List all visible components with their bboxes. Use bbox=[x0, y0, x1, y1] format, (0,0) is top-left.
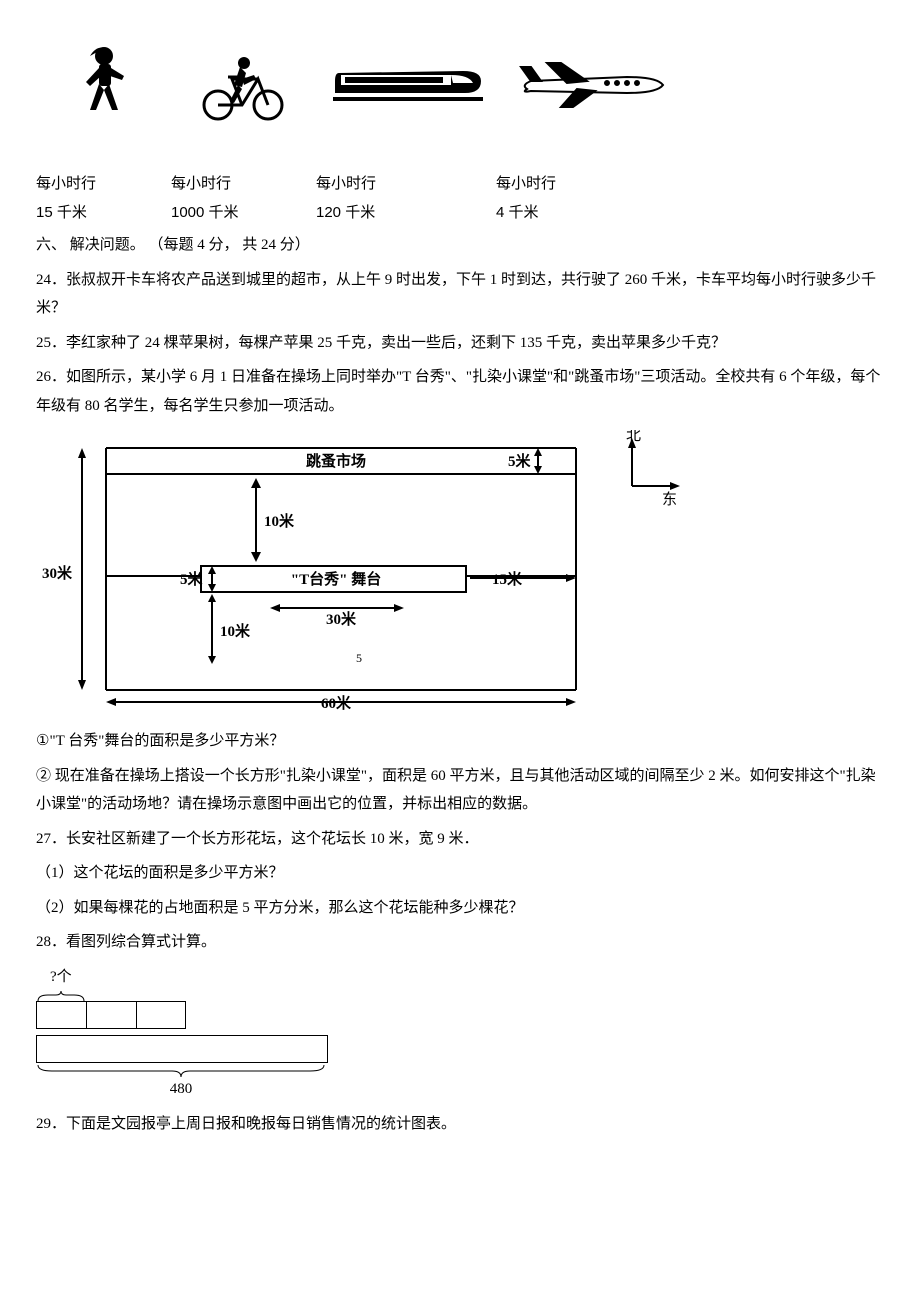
per-hour-label-row: 每小时行 每小时行 每小时行 每小时行 bbox=[36, 170, 884, 199]
gap1-label: 10米 bbox=[264, 512, 295, 530]
gap2-label: 10米 bbox=[220, 622, 251, 640]
q24-text: 24．张叔叔开卡车将农产品送到城里的超市，从上午 9 时出发，下午 1 时到达，… bbox=[36, 272, 876, 317]
speed-values-row: 15 千米 1000 千米 120 千米 4 千米 bbox=[36, 199, 884, 228]
question-26-sub1: ①"T 台秀"舞台的面积是多少平方米？ bbox=[36, 727, 884, 756]
bar-top bbox=[36, 1001, 186, 1029]
left-height: 30米 bbox=[42, 564, 73, 582]
per-hour-label: 每小时行 bbox=[316, 170, 496, 199]
q25-text: 25．李红家种了 24 棵苹果树，每棵产苹果 25 千克，卖出一些后，还剩下 1… bbox=[36, 335, 726, 351]
per-hour-label: 每小时行 bbox=[171, 170, 316, 199]
question-26-header: 26．如图所示，某小学 6 月 1 日准备在操场上同时举办"T 台秀"、"扎染小… bbox=[36, 363, 884, 420]
airplane-icon bbox=[502, 40, 682, 130]
compass-north: 北 bbox=[626, 430, 641, 444]
question-29-header: 29．下面是文园报亭上周日报和晚报每日销售情况的统计图表。 bbox=[36, 1110, 884, 1139]
train-icon bbox=[315, 40, 500, 130]
stage-h-label: 5米 bbox=[180, 570, 204, 588]
q26-header: 26．如图所示，某小学 6 月 1 日准备在操场上同时举办"T 台秀"、"扎染小… bbox=[36, 369, 880, 414]
question-27-header: 27．长安社区新建了一个长方形花坛，这个花坛长 10 米，宽 9 米． bbox=[36, 825, 884, 854]
per-hour-label: 每小时行 bbox=[36, 170, 171, 199]
section-6-heading: 六、 解决问题。 （每题 4 分， 共 24 分） bbox=[36, 231, 884, 260]
question-27-sub1: （1）这个花坛的面积是多少平方米？ bbox=[36, 859, 884, 888]
bar-bottom bbox=[36, 1035, 328, 1063]
compass-east: 东 bbox=[662, 491, 677, 508]
flea-market-label: 跳蚤市场 bbox=[306, 452, 366, 470]
speed-value: 15 千米 bbox=[36, 199, 171, 228]
walker-icon bbox=[36, 40, 171, 130]
bar-total: 480 bbox=[36, 1075, 326, 1104]
question-27-sub2: （2）如果每棵花的占地面积是 5 平方分米，那么这个花坛能种多少棵花？ bbox=[36, 894, 884, 923]
small-5: 5 bbox=[356, 651, 362, 665]
total-width: 60米 bbox=[321, 694, 352, 710]
stage-width-label: 30米 bbox=[326, 610, 357, 628]
bar-top-label: ?个 bbox=[50, 963, 884, 992]
speed-value: 120 千米 bbox=[316, 199, 496, 228]
question-28-header: 28．看图列综合算式计算。 bbox=[36, 928, 884, 957]
question-25: 25．李红家种了 24 棵苹果树，每棵产苹果 25 千克，卖出一些后，还剩下 1… bbox=[36, 329, 884, 358]
bar-diagram: ?个 480 bbox=[36, 963, 884, 1104]
transport-icons-row bbox=[36, 40, 884, 130]
flea-height: 5米 bbox=[508, 452, 532, 470]
question-24: 24．张叔叔开卡车将农产品送到城里的超市，从上午 9 时出发，下午 1 时到达，… bbox=[36, 266, 884, 323]
stage-right-label: 15米 bbox=[492, 570, 523, 588]
question-26-sub2: ② 现在准备在操场上搭设一个长方形"扎染小课堂"，面积是 60 平方米，且与其他… bbox=[36, 762, 884, 819]
speed-value: 1000 千米 bbox=[171, 199, 316, 228]
per-hour-label: 每小时行 bbox=[496, 170, 676, 199]
speed-value: 4 千米 bbox=[496, 199, 676, 228]
cyclist-icon bbox=[173, 40, 313, 130]
stage-label: "T台秀" 舞台 bbox=[291, 570, 381, 588]
playground-diagram: 跳蚤市场 5米 10米 30米 5米 "T台秀" 舞台 15米 30米 10米 … bbox=[36, 430, 884, 721]
